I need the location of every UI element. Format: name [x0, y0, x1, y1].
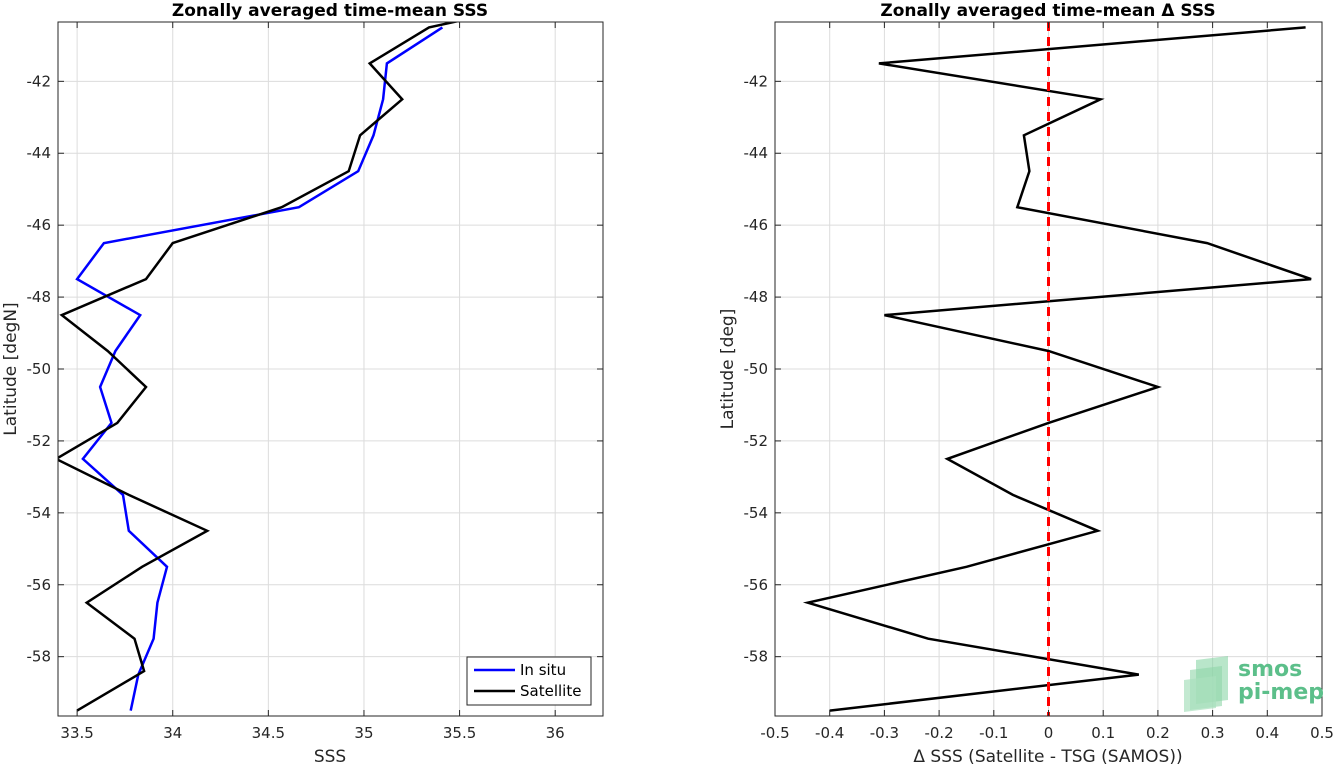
y-tick-label: -50	[27, 360, 52, 378]
x-tick-label: 35	[354, 724, 373, 742]
x-tick-label: 0.5	[1310, 724, 1333, 742]
x-tick-label: -0.4	[815, 724, 844, 742]
legend-label-satellite: Satellite	[520, 682, 581, 700]
x-tick-label: 34.5	[252, 724, 285, 742]
y-tick-label: -46	[27, 216, 52, 234]
y-tick-label: -44	[27, 144, 52, 162]
x-tick-label: 0	[1044, 724, 1054, 742]
left-chart: Zonally averaged time-mean SSS 33.5 34 34.…	[1, 1, 604, 765]
y-tick-label: -56	[27, 576, 52, 594]
y-tick-label: -48	[744, 288, 769, 306]
left-gridlines	[58, 22, 603, 716]
x-tick-label: 35.5	[443, 724, 476, 742]
legend: In situ Satellite	[466, 656, 592, 706]
x-tick-label: -0.1	[979, 724, 1008, 742]
x-tick-label: -0.2	[924, 724, 953, 742]
y-tick-label: -42	[27, 72, 52, 90]
x-tick-label: 0.1	[1091, 724, 1115, 742]
legend-box	[466, 656, 592, 706]
left-series-layer	[58, 22, 460, 712]
right-chart: Zonally averaged time-mean Δ SSS -0.5 -0.…	[718, 1, 1333, 765]
logo-text-pi-mep: pi-mep	[1238, 680, 1324, 705]
legend-label-in-situ: In situ	[520, 661, 566, 679]
x-tick-label: 0.4	[1255, 724, 1279, 742]
x-tick-label: 0.2	[1146, 724, 1170, 742]
right-ticks: -0.5 -0.4 -0.3 -0.2 -0.1 0 0.1 0.2 0.3 0.4 0.5 -58 -…	[744, 22, 1333, 742]
y-tick-label: -52	[27, 432, 52, 450]
x-tick-label: 33.5	[60, 724, 93, 742]
y-tick-label: -58	[27, 648, 52, 666]
y-tick-label: -52	[744, 432, 769, 450]
x-tick-label: 34	[163, 724, 182, 742]
y-tick-label: -54	[27, 504, 52, 522]
y-tick-label: -58	[744, 648, 769, 666]
y-tick-label: -42	[744, 72, 769, 90]
right-series-layer	[802, 26, 1312, 712]
right-chart-title: Zonally averaged time-mean Δ SSS	[880, 1, 1215, 21]
series-line-satellite	[58, 22, 460, 712]
y-tick-label: -44	[744, 144, 769, 162]
series-line-0	[802, 26, 1312, 712]
logo-mark-icon	[1184, 656, 1228, 712]
y-tick-label: -56	[744, 576, 769, 594]
right-x-axis-label: Δ SSS (Satellite - TSG (SAMOS))	[913, 747, 1182, 765]
series-line-in-situ	[75, 26, 444, 711]
x-tick-label: -0.3	[870, 724, 899, 742]
x-tick-label: 36	[546, 724, 565, 742]
left-ticks: 33.5 34 34.5 35 35.5 36 -58 -56 -54 -52 -50 -48 -46 -…	[27, 22, 603, 742]
left-y-axis-label: Latitude [degN]	[1, 302, 21, 435]
left-x-axis-label: SSS	[314, 747, 346, 765]
right-y-axis-label: Latitude [deg]	[718, 309, 738, 430]
y-tick-label: -54	[744, 504, 769, 522]
x-tick-label: -0.5	[760, 724, 789, 742]
y-tick-label: -48	[27, 288, 52, 306]
logo-text-smos: smos	[1238, 657, 1302, 682]
x-tick-label: 0.3	[1201, 724, 1225, 742]
y-tick-label: -46	[744, 216, 769, 234]
left-chart-title: Zonally averaged time-mean SSS	[172, 1, 488, 21]
smos-pi-mep-logo: smos pi-mep	[1184, 656, 1324, 712]
y-tick-label: -50	[744, 360, 769, 378]
